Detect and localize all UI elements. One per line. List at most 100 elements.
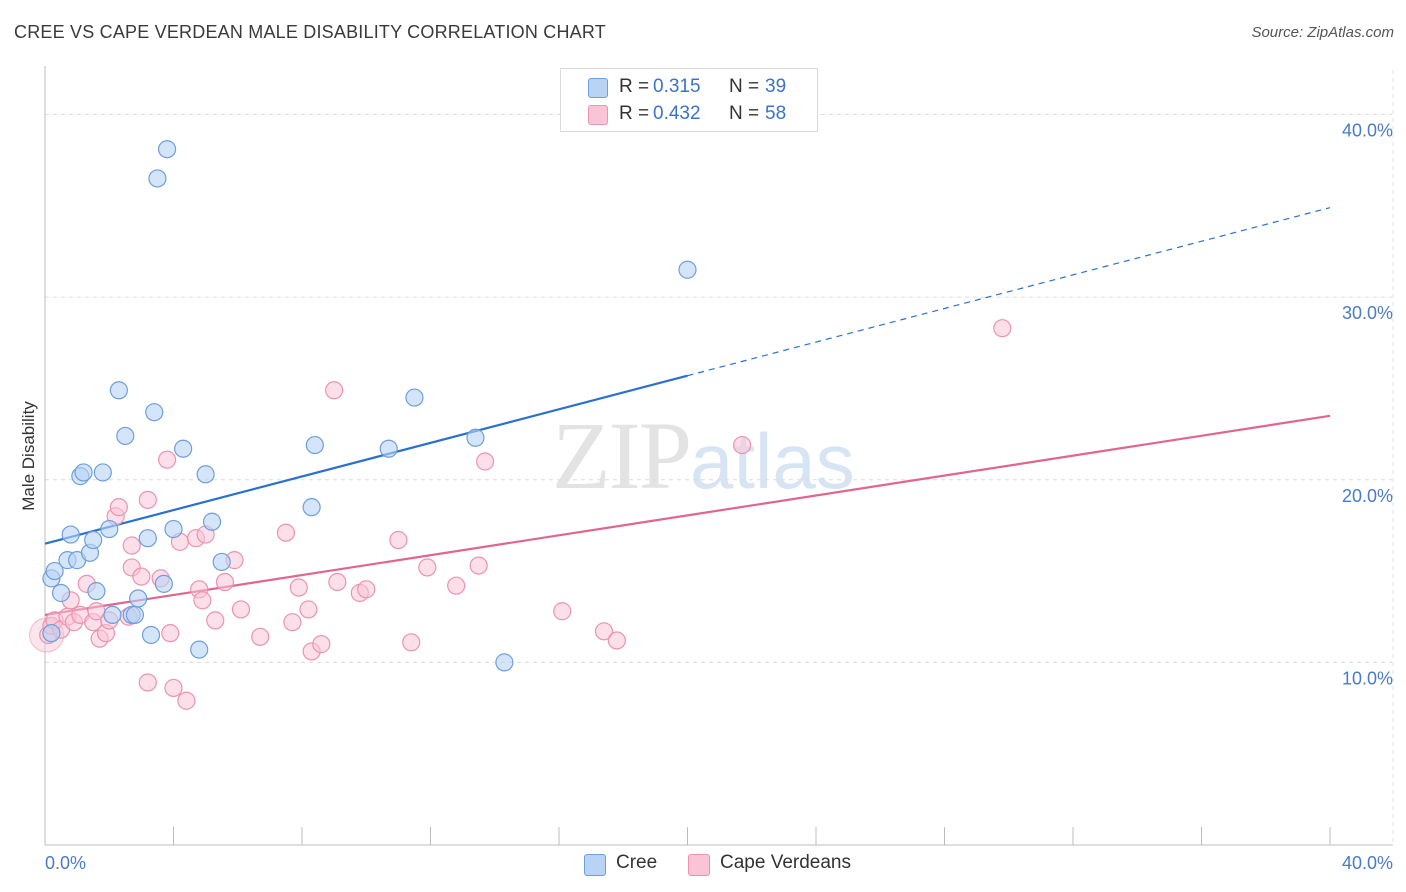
cree-point (74, 463, 93, 482)
cree-point (87, 582, 106, 601)
cree-point (145, 403, 164, 422)
legend-row-cree: R = 0.315 N = 39 (561, 73, 817, 101)
r-label: R = (619, 103, 650, 124)
cape-swatch (588, 105, 608, 125)
axes (44, 66, 1393, 846)
watermark: ZIPatlas (552, 400, 855, 511)
cape-point (469, 556, 488, 575)
n-value: 39 (765, 76, 787, 97)
cree-point (495, 653, 514, 672)
cape-point (177, 691, 196, 710)
n-value: 58 (765, 103, 787, 124)
cree-trend-extension (687, 207, 1331, 377)
cree-point (466, 428, 485, 447)
cape-point (161, 624, 180, 643)
cree-point (190, 640, 209, 659)
cree-points (42, 140, 697, 672)
correlation-legend: R = 0.315 N = 39 R = 0.432 N = 58 (560, 68, 818, 132)
cree-point (103, 605, 122, 625)
cape-verdean-points (29, 319, 1012, 710)
cape-point (132, 567, 151, 586)
cape-point (157, 450, 177, 469)
cree-point (125, 605, 145, 625)
cree-point (405, 388, 424, 407)
watermark-atlas: atlas (690, 417, 855, 505)
cree-point (202, 512, 222, 531)
cape-point (476, 452, 495, 471)
cape-point (299, 600, 318, 619)
cree-point (51, 583, 71, 603)
cape-point (122, 536, 141, 555)
axis-labels: 10.0% 20.0% 30.0% 40.0% 0.0% 40.0% Male Disabi… (19, 121, 1393, 873)
cree-point (109, 381, 128, 400)
cree-point (164, 519, 183, 539)
cree-point (196, 465, 215, 484)
n-label: N = (729, 103, 760, 124)
r-label: R = (619, 76, 650, 97)
cape-point (328, 572, 347, 592)
cape-point (594, 622, 614, 641)
cape-point (733, 435, 752, 455)
y-tick-label: 40.0% (1342, 121, 1393, 141)
cape-point (231, 600, 251, 619)
cape-point (138, 673, 157, 692)
cape-point (402, 633, 421, 652)
cape-point (193, 591, 212, 610)
x-tick-label-start: 0.0% (45, 853, 86, 873)
cape-point (357, 580, 376, 599)
cape-point (312, 635, 331, 654)
r-value: 0.432 (653, 103, 701, 124)
y-axis-label: Male Disability (19, 401, 38, 511)
cape-swatch (688, 854, 710, 876)
cape-point (289, 578, 308, 597)
cape-point (283, 613, 302, 632)
cree-legend-label: Cree (616, 852, 658, 873)
cree-point (678, 260, 697, 279)
cree-point (212, 552, 231, 572)
cree-point (100, 519, 119, 539)
cape-point (215, 572, 234, 592)
cape-trend-line (44, 414, 1331, 616)
source-label: Source: ZipAtlas.com (1251, 24, 1394, 41)
cape-point (325, 381, 344, 400)
cape-point (447, 576, 466, 595)
y-tick-label: 30.0% (1342, 303, 1393, 323)
cree-point (302, 498, 321, 517)
x-tick-label-end: 40.0% (1342, 853, 1393, 873)
cree-point (148, 169, 167, 188)
cape-point (553, 602, 572, 621)
r-value: 0.315 (653, 76, 701, 97)
cape-point (389, 530, 408, 550)
legend-row-cape: R = 0.432 N = 58 (561, 100, 817, 128)
cree-point (84, 530, 103, 550)
cape-point (164, 678, 183, 698)
cree-point (141, 625, 161, 645)
chart-title: CREE VS CAPE VERDEAN MALE DISABILITY COR… (14, 22, 606, 42)
cree-trend-line (44, 374, 688, 545)
gridlines (45, 70, 1394, 845)
cape-point (109, 498, 128, 517)
cape-point (993, 319, 1012, 338)
cape-point (251, 627, 270, 646)
cree-point (45, 561, 64, 581)
y-tick-label: 20.0% (1342, 486, 1393, 506)
cape-legend-label: Cape Verdeans (720, 852, 851, 873)
y-tick-label: 10.0% (1342, 668, 1393, 688)
cape-point (418, 558, 437, 577)
cree-point (305, 435, 324, 455)
cree-point (42, 624, 61, 643)
n-label: N = (729, 76, 760, 97)
cree-point (174, 439, 193, 458)
trend-lines (44, 207, 1331, 616)
cape-point (206, 611, 225, 630)
cape-point (138, 490, 157, 509)
cree-point (154, 574, 173, 593)
watermark-zip: ZIP (552, 402, 692, 509)
cree-swatch (588, 78, 608, 98)
cree-point (129, 589, 148, 608)
cree-swatch (584, 854, 606, 876)
cape-point (607, 631, 626, 650)
cree-point (379, 439, 398, 458)
cree-point (93, 463, 112, 482)
